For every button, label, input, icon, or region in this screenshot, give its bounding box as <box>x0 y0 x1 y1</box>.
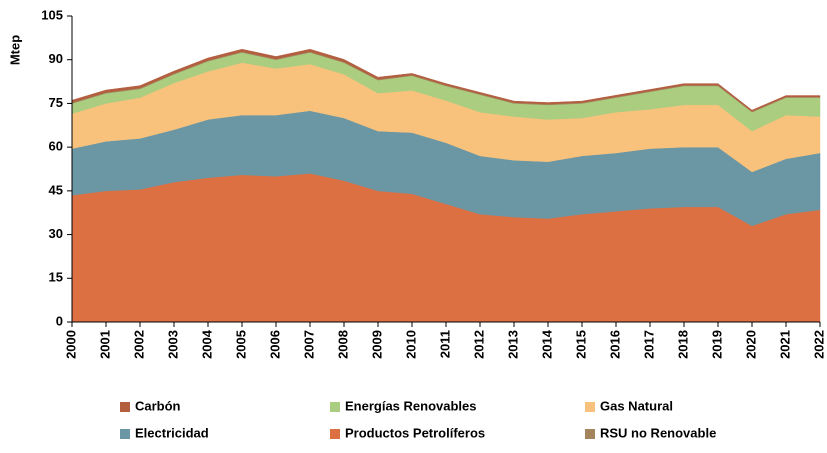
legend-swatch <box>120 429 130 439</box>
x-tick-label: 2001 <box>97 330 112 359</box>
legend-label: Energías Renovables <box>345 398 477 413</box>
x-tick-label: 2006 <box>267 330 282 359</box>
x-tick-label: 2005 <box>233 330 248 359</box>
x-tick-label: 2017 <box>641 330 656 359</box>
y-axis-label: Mtep <box>7 35 22 65</box>
area <box>71 48 821 112</box>
x-tick-label: 2015 <box>573 330 588 359</box>
x-tick-label: 2021 <box>777 330 792 359</box>
legend-label: Carbón <box>135 398 181 413</box>
legend-swatch <box>330 402 340 412</box>
y-tick-label: 30 <box>49 226 63 241</box>
x-tick-label: 2013 <box>505 330 520 359</box>
x-tick-label: 2022 <box>811 330 826 359</box>
y-tick-label: 60 <box>49 139 63 154</box>
x-tick-label: 2019 <box>709 330 724 359</box>
legend-label: RSU no Renovable <box>600 425 716 440</box>
x-tick-label: 2004 <box>199 329 214 359</box>
x-tick-label: 2009 <box>369 330 384 359</box>
y-tick-label: 90 <box>49 51 63 66</box>
y-tick-label: 105 <box>41 7 63 22</box>
x-tick-label: 2010 <box>403 330 418 359</box>
y-tick-label: 15 <box>49 270 63 285</box>
legend-swatch <box>330 429 340 439</box>
legend-label: Electricidad <box>135 425 209 440</box>
legend-label: Productos Petrolíferos <box>345 425 485 440</box>
y-tick-label: 0 <box>56 313 63 328</box>
y-tick-label: 75 <box>49 95 63 110</box>
x-tick-label: 2011 <box>437 330 452 358</box>
x-tick-label: 2016 <box>607 330 622 359</box>
x-tick-label: 2003 <box>165 330 180 359</box>
legend-swatch <box>120 402 130 412</box>
y-tick-label: 45 <box>49 182 63 197</box>
x-tick-label: 2007 <box>301 330 316 359</box>
legend-swatch <box>585 402 595 412</box>
x-tick-label: 2000 <box>63 330 78 359</box>
legend-swatch <box>585 429 595 439</box>
x-tick-label: 2002 <box>131 330 146 359</box>
x-tick-label: 2012 <box>471 330 486 359</box>
x-tick-label: 2018 <box>675 330 690 359</box>
x-tick-label: 2014 <box>539 329 554 359</box>
x-tick-label: 2020 <box>743 330 758 359</box>
legend-label: Gas Natural <box>600 398 673 413</box>
x-tick-label: 2008 <box>335 330 350 359</box>
